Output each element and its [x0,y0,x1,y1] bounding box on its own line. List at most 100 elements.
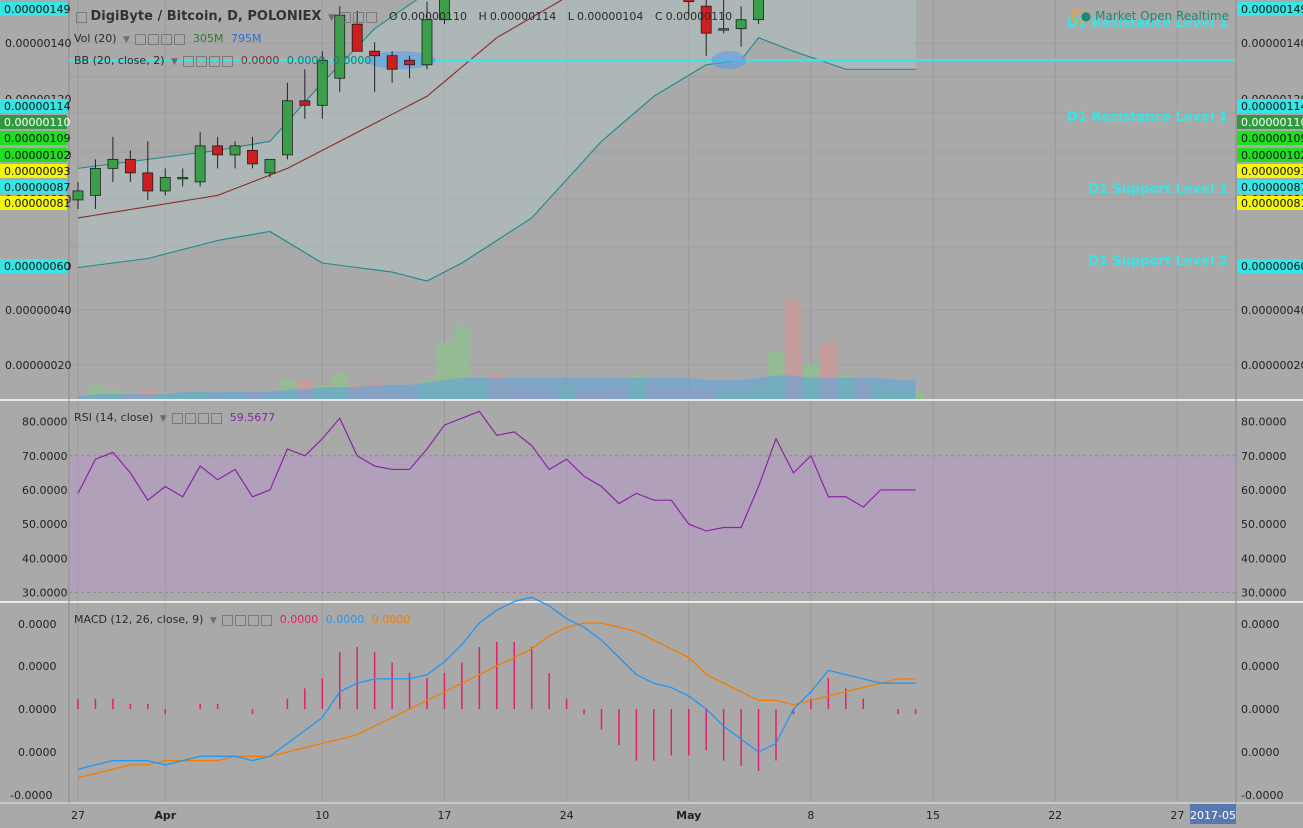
price-tag-left-label: 0.00000102 [4,149,70,162]
macd-axis-tick-left: 0.0000 [18,618,57,631]
level-label: D1 Resistance Level 1 [1067,16,1228,31]
price-tag-left [0,196,67,210]
indicator-settings-icon[interactable] [222,55,234,67]
chevron-down-icon[interactable]: ▼ [159,414,167,424]
bb-basis-line [77,0,563,219]
rsi-axis-tick-right: 30.0000 [1241,586,1287,599]
realtime-label: Realtime [1176,9,1229,23]
indicator-settings-icon[interactable] [172,412,184,424]
level-label: D1 Support Level 1 [1088,182,1228,197]
time-axis-label: 15 [926,809,940,822]
price-tag-right [1237,2,1303,16]
price-tag-left [0,115,67,129]
price-axis-tick-right: 0.00000040 [1241,304,1303,317]
candle-down [683,0,695,3]
macd-line-value: 0.0000 [325,613,365,626]
candle-down [142,172,154,192]
volume-indicator-label[interactable]: Vol (20) [74,32,117,45]
bb-indicator-label[interactable]: BB (20, close, 2) [74,54,165,67]
symbol-title[interactable]: DigiByte / Bitcoin, D, POLONIEX [90,9,322,24]
macd-axis-tick-right: 0.0000 [1241,746,1280,759]
rsi-axis-tick-left: 80.0000 [22,416,68,429]
chevron-down-icon[interactable]: ▼ [209,616,217,626]
macd-indicator-label[interactable]: MACD (12, 26, close, 9) [74,613,204,626]
price-axis-tick-right: 0.00000020 [1241,359,1303,372]
indicator-settings-icon[interactable] [248,614,260,626]
volume-legend[interactable]: Vol (20) ▼ 305M 795M [74,32,261,45]
bb-legend[interactable]: BB (20, close, 2) ▼ 0.0000 0.0000 0.0000 [74,54,371,67]
indicator-settings-icon[interactable] [135,33,147,45]
indicator-settings-icon[interactable] [209,55,221,67]
chevron-down-icon[interactable]: ▼ [327,13,335,23]
candle-up [90,167,101,196]
rsi-axis-tick-left: 60.0000 [22,484,68,497]
rsi-legend[interactable]: RSI (14, close) ▼ 59.5677 [74,411,275,424]
time-axis-label: 10 [315,809,329,822]
candle-up [229,145,241,156]
indicator-settings-icon[interactable] [183,55,195,67]
macd-legend[interactable]: MACD (12, 26, close, 9) ▼ 0.0000 0.0000 … [74,613,410,626]
bb-lower-line [77,37,916,282]
indicator-settings-icon[interactable] [211,412,223,424]
collapse-icon[interactable] [76,11,87,23]
rsi-axis-tick-left: 40.0000 [22,552,68,565]
low-value: 0.00000104 [576,10,644,23]
macd-signal-value: 0.0000 [371,613,411,626]
time-axis-label: 22 [1048,809,1062,822]
indicator-settings-icon[interactable] [261,614,273,626]
indicator-settings-icon[interactable] [161,33,173,45]
bb-fill [78,0,916,282]
candle-down [351,23,363,52]
close-label: C [654,10,663,23]
time-axis-label: 27 [71,809,85,822]
rsi-value: 59.5677 [229,411,276,424]
price-tag-left [0,148,67,162]
price-tag-right-label: 0.00000102 [1241,149,1303,162]
indicator-settings-icon[interactable] [185,412,197,424]
chevron-down-icon[interactable]: ▼ [123,35,130,45]
rsi-indicator-label[interactable]: RSI (14, close) [74,411,154,424]
indicator-settings-icon[interactable] [198,412,210,424]
candle-up [439,0,450,21]
rsi-line [77,410,916,532]
indicator-settings-icon[interactable] [196,55,208,67]
settings-box-icon[interactable] [366,11,378,23]
indicator-settings-icon[interactable] [235,614,247,626]
price-tag-left-label: 0.00000110 [4,116,70,129]
candle-up [753,0,764,21]
time-axis-label: 8 [807,809,814,822]
rsi-axis-tick-left: 30.0000 [22,586,68,599]
settings-box-icon[interactable] [340,11,352,23]
chevron-down-icon[interactable]: ▼ [171,57,178,67]
candle-up [281,100,293,156]
price-tag-left [0,164,67,178]
rsi-axis-tick-right: 70.0000 [1241,450,1287,463]
indicator-settings-icon[interactable] [174,33,186,45]
level-label: D1 Resistance Level 1 [1067,110,1228,125]
time-axis-label: May [676,809,701,822]
rsi-band [69,455,1236,593]
price-tag-left-label: 0.00000149 [4,3,70,16]
settings-box-icon[interactable] [353,11,365,23]
price-tag-left-label: 0.00000114 [4,100,70,113]
support-ellipse [365,51,436,70]
volume-ma-value: 795M [230,32,262,45]
indicator-settings-icon[interactable] [222,614,234,626]
price-tag-right [1237,180,1303,194]
price-axis-tick-left: 0.00000040 [5,304,71,317]
market-open-label: ● Market Open [1080,9,1173,23]
price-tag-right-label: 0.00000110 [1241,116,1303,129]
macd-axis-tick-right: -0.0000 [1241,789,1283,802]
candle-down [299,100,311,106]
candle-down [404,59,415,66]
time-axis-end-badge [1190,804,1236,824]
bb-lower-value: 0.0000 [332,54,372,67]
rsi-axis-tick-right: 60.0000 [1241,484,1287,497]
candle-up [72,190,84,201]
symbol-header: DigiByte / Bitcoin, D, POLONIEX ▼ O 0.000… [74,9,732,24]
indicator-settings-icon[interactable] [148,33,160,45]
candle-up [107,158,119,169]
level-label: D1 Support Level 2 [1088,254,1228,269]
